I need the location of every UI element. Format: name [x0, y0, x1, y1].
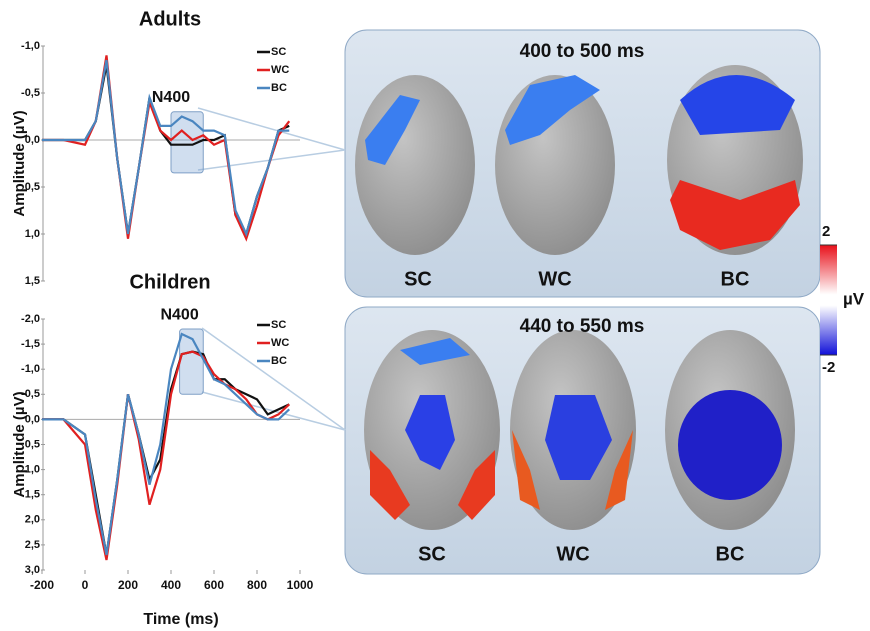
- legend-label: SC: [271, 46, 286, 58]
- y-tick-label: -1,0: [21, 40, 40, 52]
- legend-label: WC: [271, 337, 289, 349]
- series-line: [42, 60, 289, 234]
- y-tick-label: -2,0: [21, 313, 40, 325]
- x-tick-label: -200: [30, 578, 54, 592]
- y-tick-label: 0,0: [25, 134, 40, 146]
- colorbar: [820, 245, 837, 355]
- highlight-label: N400: [152, 89, 190, 106]
- x-tick-label: 1000: [287, 578, 314, 592]
- x-tick-label: 0: [82, 578, 89, 592]
- legend-label: SC: [271, 319, 286, 331]
- panel-2: [345, 307, 820, 574]
- condition-label: SC: [418, 543, 446, 565]
- y-tick-label: -1,5: [21, 338, 40, 350]
- y-tick-label: -1,0: [21, 363, 40, 375]
- series-line: [42, 334, 289, 555]
- x-tick-label: 800: [247, 578, 267, 592]
- x-tick-label: 600: [204, 578, 224, 592]
- y-axis-label: Amplitude (µV): [11, 110, 28, 216]
- chart-title: Children: [129, 271, 210, 293]
- legend-label: BC: [271, 355, 287, 367]
- legend-label: BC: [271, 82, 287, 94]
- blob: [678, 390, 782, 500]
- highlight-label: N400: [160, 306, 198, 323]
- x-axis-label: Time (ms): [143, 611, 218, 628]
- y-tick-label: 2,5: [25, 539, 40, 551]
- colorbar-tick-label: 2: [822, 223, 830, 240]
- x-tick-label: 400: [161, 578, 181, 592]
- series-line: [42, 352, 289, 560]
- condition-label: WC: [556, 543, 589, 565]
- condition-label: SC: [404, 268, 432, 290]
- condition-label: BC: [716, 543, 745, 565]
- condition-label: BC: [721, 268, 750, 290]
- panel-title: 440 to 550 ms: [520, 316, 645, 337]
- y-tick-label: -0,5: [21, 388, 40, 400]
- y-tick-label: 0,5: [25, 181, 40, 193]
- colorbar-tick-label: -2: [822, 359, 835, 376]
- y-tick-label: 2,0: [25, 514, 40, 526]
- y-tick-label: 1,5: [25, 275, 40, 287]
- figure: Adults Amplitude (µV) -1,0 -0,5 0,0 0,5 1,0 1,5…: [0, 0, 870, 631]
- y-tick-label: -0,5: [21, 87, 40, 99]
- y-tick-label: 3,0: [25, 564, 40, 576]
- y-tick-label: 1,0: [25, 228, 40, 240]
- chart-title: Adults: [139, 8, 201, 30]
- x-tick-label: 200: [118, 578, 138, 592]
- panel-title: 400 to 500 ms: [520, 41, 645, 62]
- series-line: [42, 352, 289, 555]
- y-tick-label: 0,0: [25, 413, 40, 425]
- legend-label: WC: [271, 64, 289, 76]
- condition-label: WC: [538, 268, 571, 290]
- panel-1: [345, 30, 820, 297]
- y-tick-label: 1,0: [25, 464, 40, 476]
- y-tick-label: 1,5: [25, 489, 40, 501]
- colorbar-label: µV: [843, 289, 865, 308]
- y-tick-label: 0,5: [25, 438, 40, 450]
